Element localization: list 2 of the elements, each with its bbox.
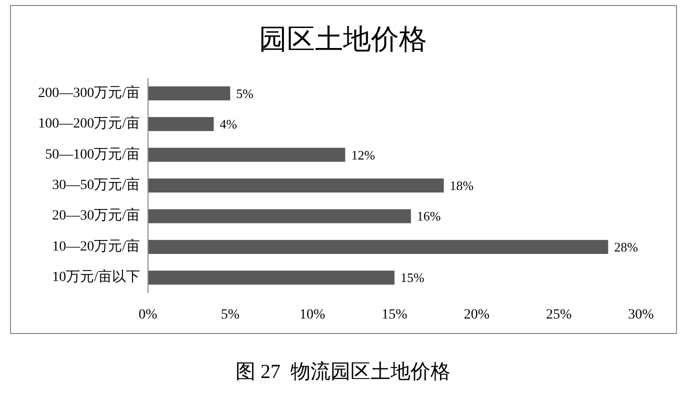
title: 园区土地价格 [259, 24, 427, 56]
annotation: 图 27 物流园区土地价格 [236, 361, 450, 383]
